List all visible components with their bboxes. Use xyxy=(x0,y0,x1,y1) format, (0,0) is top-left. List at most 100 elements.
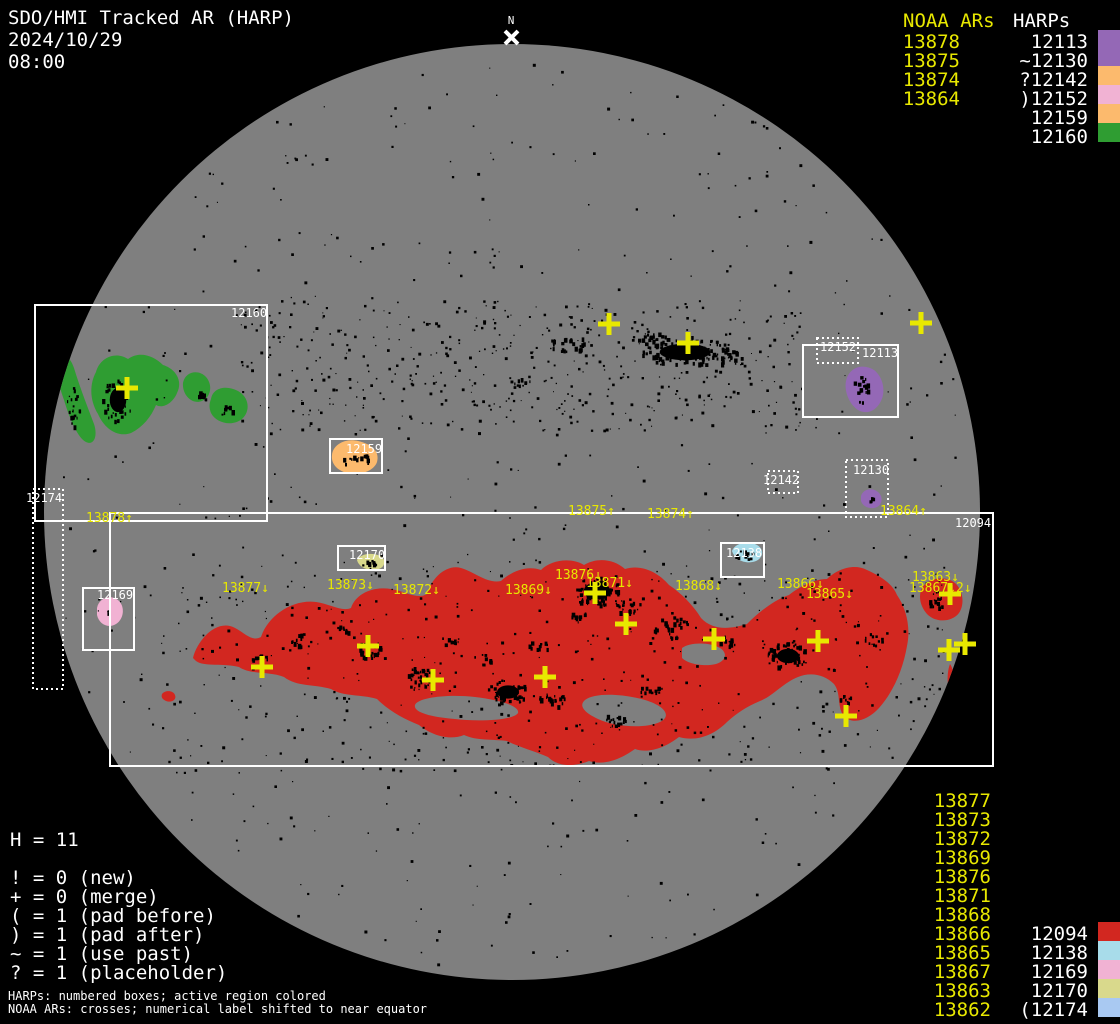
harp-item: 12138 xyxy=(1030,942,1088,964)
harp-box-label-12142: 12142 xyxy=(763,473,799,487)
noaa-list-header: NOAA ARs xyxy=(903,10,995,32)
noaa-label: 13863↓ xyxy=(912,570,959,585)
noaa-label: 13875↑ xyxy=(568,504,615,519)
harp-box-12130 xyxy=(845,459,889,518)
swatch-pink xyxy=(1098,960,1120,979)
harp-box-12160 xyxy=(34,304,268,522)
harp-box-label-12174: 12174 xyxy=(26,491,62,505)
harp-box-12169 xyxy=(82,587,135,651)
harp-box-12138 xyxy=(720,542,765,578)
harp-item: 12160 xyxy=(1030,126,1088,148)
harp-box-label-12169: 12169 xyxy=(97,588,133,602)
noaa-label: 13878↑ xyxy=(86,511,133,526)
harp-list-header: HARPs xyxy=(1013,10,1071,32)
active-region-12094-main xyxy=(193,560,909,766)
noaa-label: 13866↓ xyxy=(777,577,824,592)
legend-stat: ~ = 1 (use past) xyxy=(10,943,194,965)
noaa-label: 13871↓ xyxy=(586,576,633,591)
harp-item: (12174 xyxy=(1019,999,1088,1021)
page-title: SDO/HMI Tracked AR (HARP) xyxy=(8,7,294,29)
active-region-12160-main xyxy=(91,354,180,435)
legend-stat: ! = 0 (new) xyxy=(10,867,136,889)
noaa-cross xyxy=(807,630,829,652)
noaa-label: 13876↓ xyxy=(555,568,602,583)
legend-stat: + = 0 (merge) xyxy=(10,886,159,908)
swatch-red xyxy=(1098,922,1120,941)
harp-box-label-12094: 12094 xyxy=(955,516,991,530)
harp-item: )12152 xyxy=(1019,88,1088,110)
noaa-ar-item: 13876 xyxy=(933,866,991,888)
active-region-12113 xyxy=(845,366,884,413)
noaa-label: 13872↓ xyxy=(393,583,440,598)
noaa-crosses xyxy=(116,312,976,727)
noaa-cross xyxy=(954,633,976,655)
swatch-peach xyxy=(1098,66,1120,85)
harp-box-12152 xyxy=(816,337,859,364)
harp-box-label-12130: 12130 xyxy=(853,463,889,477)
noaa-ar-item: 13862 xyxy=(933,999,991,1021)
harp-item: ~12130 xyxy=(1019,50,1088,72)
noaa-cross xyxy=(835,705,857,727)
noaa-ar-item: 13871 xyxy=(933,885,991,907)
footer-note-harps: HARPs: numbered boxes; active region col… xyxy=(8,989,326,1003)
noaa-label: 13874↑ xyxy=(647,507,694,522)
harp-box-labels: 12160 12174 12094 12113 12152 12130 12142 12159… xyxy=(26,306,991,602)
legend-stat: ? = 1 (placeholder) xyxy=(10,962,228,984)
noaa-cross xyxy=(938,639,960,661)
noaa-ar-item: 13865 xyxy=(933,942,991,964)
swatch-green xyxy=(1098,123,1120,142)
swatch-lightblue xyxy=(1098,998,1120,1017)
active-region-12160-b3 xyxy=(209,387,248,424)
harp-box-label-12138: 12138 xyxy=(726,546,762,560)
noaa-ar-item: 13863 xyxy=(933,980,991,1002)
noaa-label: 13868↓ xyxy=(675,579,722,594)
harp-boxes xyxy=(32,304,994,767)
swatch-cyan xyxy=(1098,941,1120,960)
harp-item: 12169 xyxy=(1030,961,1088,983)
noaa-label: 13869↓ xyxy=(505,583,552,598)
harp-count: H = 11 xyxy=(10,829,79,851)
noaa-ar-item: 13872 xyxy=(933,828,991,850)
noaa-cross xyxy=(677,332,699,354)
harp-box-label-12159: 12159 xyxy=(346,442,382,456)
swatch-khaki xyxy=(1098,979,1120,998)
noaa-ar-item: 13874 xyxy=(902,69,960,91)
noaa-cross xyxy=(598,313,620,335)
noaa-ar-item: 13875 xyxy=(902,50,960,72)
harp-item: 12094 xyxy=(1030,923,1088,945)
harp-item: 12170 xyxy=(1030,980,1088,1002)
noaa-cross xyxy=(703,628,725,650)
harp-item: 12113 xyxy=(1030,31,1088,53)
noaa-ar-item: 13864 xyxy=(902,88,960,110)
harp-box-label-12170: 12170 xyxy=(349,548,385,562)
noaa-ar-item: 13866 xyxy=(933,923,991,945)
noaa-cross xyxy=(251,656,273,678)
harp-box-12174 xyxy=(32,488,64,690)
noaa-cross xyxy=(422,669,444,691)
swatch-purple xyxy=(1098,30,1120,66)
noaa-cross xyxy=(615,613,637,635)
noaa-ar-item: 13878 xyxy=(902,31,960,53)
harp-box-label-12160: 12160 xyxy=(231,306,267,320)
legend-stat: ( = 1 (pad before) xyxy=(10,905,216,927)
legend-stat: ) = 1 (pad after) xyxy=(10,924,205,946)
noaa-ar-item: 13867 xyxy=(933,961,991,983)
footer-note-noaa: NOAA ARs: crosses; numerical label shift… xyxy=(8,1002,428,1016)
harp-box-12159 xyxy=(329,438,383,474)
north-pole-label: N xyxy=(508,14,515,27)
noaa-label: 13865↓ xyxy=(806,587,853,602)
harp-item: ?12142 xyxy=(1019,69,1088,91)
noaa-label: 13877↓ xyxy=(222,581,269,596)
noaa-cross xyxy=(116,377,138,399)
swatch-peach xyxy=(1098,104,1120,123)
noaa-cross xyxy=(584,582,606,604)
noaa-ar-item: 13873 xyxy=(933,809,991,831)
noaa-label: 13864↑ xyxy=(880,504,927,519)
noaa-cross xyxy=(939,583,961,605)
noaa-ar-item: 13869 xyxy=(933,847,991,869)
harp-box-12113 xyxy=(802,344,899,418)
noaa-ar-item: 13868 xyxy=(933,904,991,926)
noaa-label: 13873↓ xyxy=(327,578,374,593)
time-label: 08:00 xyxy=(8,51,66,73)
